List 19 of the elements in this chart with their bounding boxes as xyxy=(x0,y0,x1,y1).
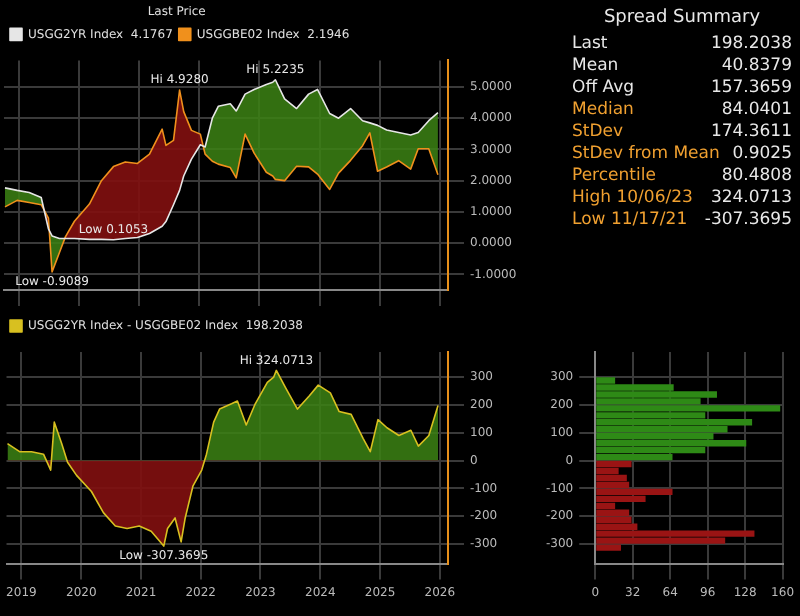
category-label: Mean xyxy=(572,56,619,78)
category-label: High 10/06/23 xyxy=(572,188,693,210)
data-label: 80.4808 xyxy=(721,166,792,188)
data-label: 0.9025 xyxy=(732,144,792,166)
data-label: -307.3695 xyxy=(704,210,792,232)
category-label: StDev from Mean xyxy=(572,144,720,166)
category-label: StDev xyxy=(572,122,624,144)
data-label: 40.8379 xyxy=(721,56,792,78)
data-label: 174.3611 xyxy=(710,122,792,144)
text: Spread Summary xyxy=(601,8,763,28)
data-label: 157.3659 xyxy=(710,78,792,100)
data-label: 324.0713 xyxy=(710,188,792,210)
category-label: Off Avg xyxy=(572,78,634,100)
category-label: Low 11/17/21 xyxy=(572,210,688,232)
category-label: Median xyxy=(572,100,634,122)
data-label: 84.0401 xyxy=(721,100,792,122)
category-label: Last xyxy=(572,34,608,56)
data-label: 198.2038 xyxy=(710,34,792,56)
category-label: Percentile xyxy=(572,166,656,188)
